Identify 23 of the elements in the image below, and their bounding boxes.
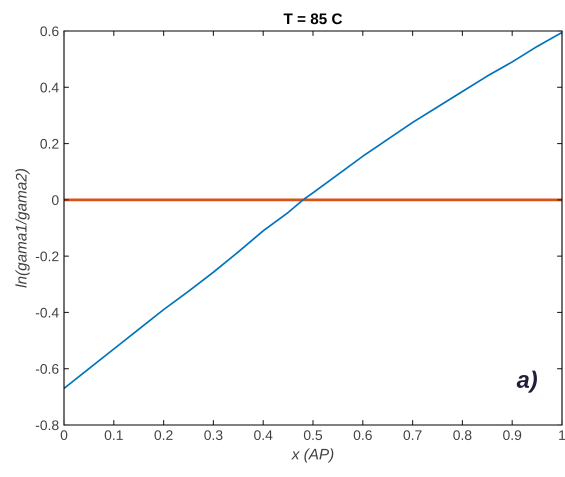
- x-tick-label: 0.4: [254, 430, 272, 440]
- x-tick-label: 0.2: [154, 430, 173, 440]
- y-tick-label: -0.8: [36, 420, 59, 430]
- x-tick-label: 0.1: [104, 430, 123, 440]
- y-tick-label: 0.6: [40, 26, 59, 36]
- y-tick-label: -0.4: [36, 308, 59, 318]
- x-axis-title: x (AP): [291, 448, 334, 463]
- chart-title: T = 85 C: [284, 13, 342, 24]
- x-tick-label: 0: [60, 430, 68, 440]
- y-tick-label: 0.4: [40, 82, 59, 92]
- x-tick-label: 0.7: [403, 430, 422, 440]
- x-tick-label: 0.6: [354, 430, 372, 440]
- x-tick-label: 1: [559, 430, 565, 440]
- y-tick-label: -0.2: [36, 251, 58, 262]
- x-tick-label: 0.3: [204, 430, 222, 440]
- annotation: a): [516, 370, 537, 393]
- x-tick-label: 0.9: [503, 430, 522, 440]
- y-tick-label: 0.2: [40, 138, 58, 149]
- y-tick-label: 0: [52, 195, 59, 206]
- y-axis-title: ln(gama1/gama2): [15, 169, 30, 288]
- y-tick-label: -0.6: [36, 364, 59, 374]
- x-tick-label: 0.8: [453, 430, 472, 440]
- x-tick-label: 0.5: [304, 430, 322, 440]
